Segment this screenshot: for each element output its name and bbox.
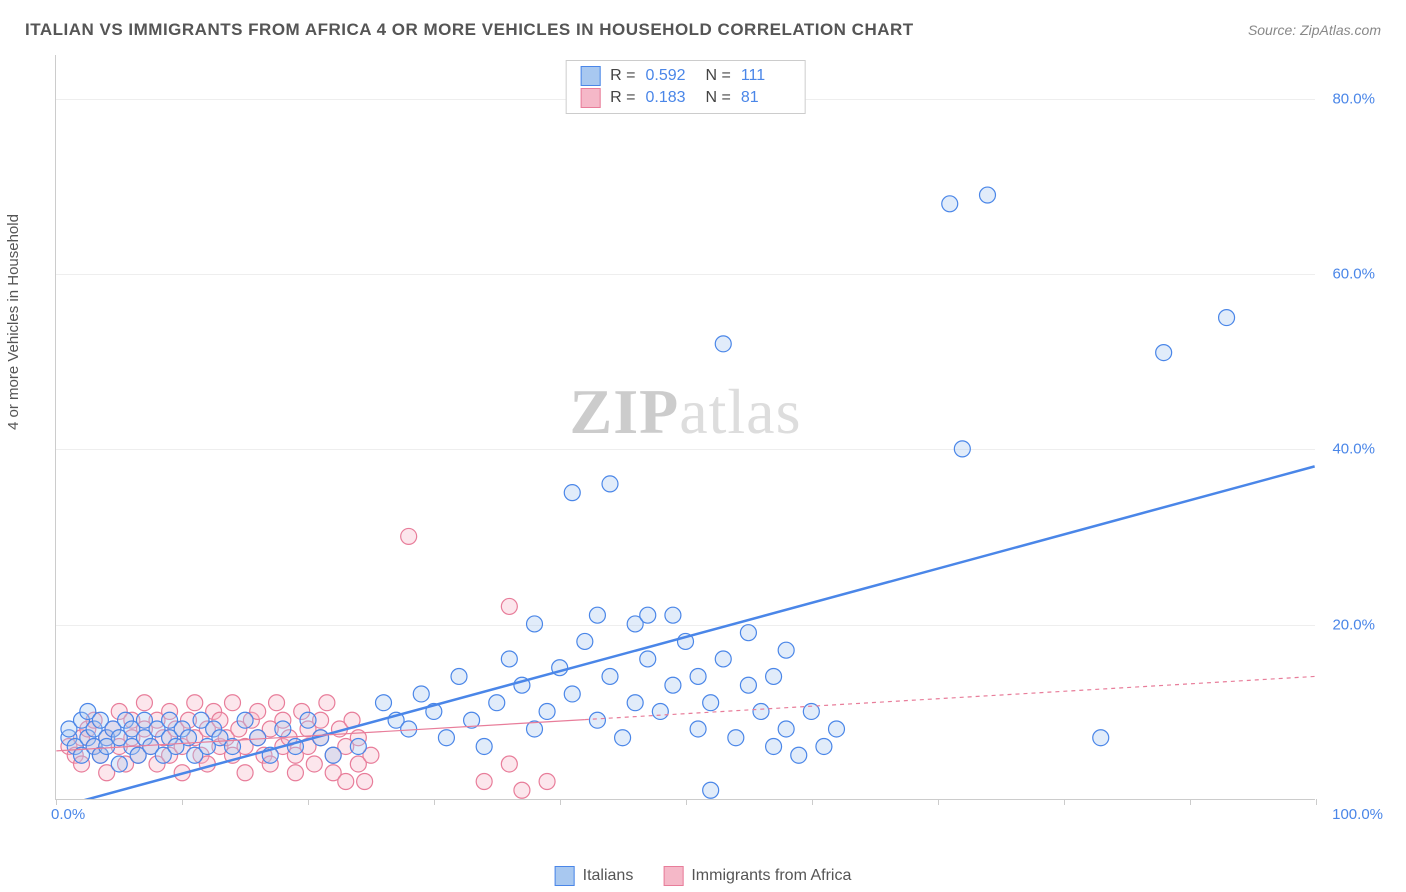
legend-item-africa: Immigrants from Africa [663, 866, 851, 886]
legend-stats-row-1: R = 0.592 N = 111 [580, 65, 791, 87]
legend-item-italians: Italians [555, 866, 634, 886]
plot-area: ZIPatlas R = 0.592 N = 111 R = 0.183 N =… [55, 55, 1315, 800]
y-axis-label: 4 or more Vehicles in Household [5, 214, 22, 430]
ytick-label: 20.0% [1332, 616, 1375, 633]
legend-stats: R = 0.592 N = 111 R = 0.183 N = 81 [565, 60, 806, 114]
swatch-italians [555, 866, 575, 886]
swatch-series2 [580, 88, 600, 108]
xtick-label-min: 0.0% [51, 806, 85, 823]
source-attribution: Source: ZipAtlas.com [1248, 22, 1381, 38]
header: ITALIAN VS IMMIGRANTS FROM AFRICA 4 OR M… [25, 20, 1381, 40]
chart-title: ITALIAN VS IMMIGRANTS FROM AFRICA 4 OR M… [25, 20, 914, 40]
ytick-label: 40.0% [1332, 441, 1375, 458]
legend-stats-row-2: R = 0.183 N = 81 [580, 87, 791, 109]
scatter-chart [56, 55, 1315, 799]
ytick-label: 60.0% [1332, 266, 1375, 283]
legend-series: Italians Immigrants from Africa [555, 866, 852, 886]
xtick-label-max: 100.0% [1332, 806, 1383, 823]
swatch-series1 [580, 66, 600, 86]
swatch-africa [663, 866, 683, 886]
ytick-label: 80.0% [1332, 90, 1375, 107]
